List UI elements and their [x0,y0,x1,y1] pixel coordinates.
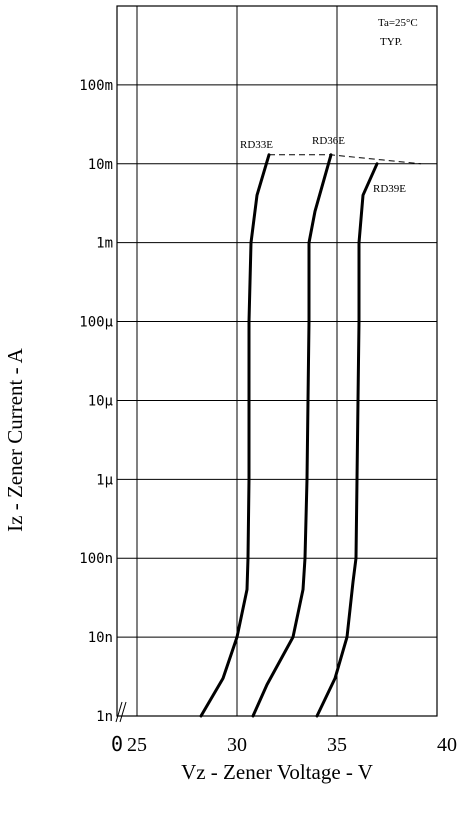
x-tick-labels: 25 30 35 40 0 [111,732,457,756]
x-tick-label: 25 [127,734,147,756]
series-line-rd33e [199,153,271,718]
series-labels: RD33E RD36E RD39E [240,135,406,195]
annotation-typ: TYP. [380,36,403,48]
grid-lines [117,6,437,716]
y-tick-labels: 1n 10n 100n 1μ 10μ 100μ 1m 10m 100m [79,78,113,725]
breakdown-dashed-line [269,154,422,165]
y-tick-label: 100n [79,551,113,567]
y-tick-label: 10n [88,630,113,646]
series-line-rd36e [251,153,333,718]
y-tick-label: 1m [96,236,113,252]
axis-break-mark [115,701,127,723]
plot-border [116,5,438,717]
y-tick-label: 1n [96,709,113,725]
x-axis-label: Vz - Zener Voltage - V [181,760,373,784]
series-label-rd36e: RD36E [312,135,345,147]
y-tick-label: 100μ [79,315,113,331]
y-axis-label: Iz - Zener Current - A [3,347,27,532]
series-label-rd39e: RD39E [373,183,406,195]
x-tick-label: 30 [227,734,247,756]
x-tick-label: 40 [437,734,457,756]
y-tick-label: 1μ [96,472,113,488]
y-tick-label: 10m [88,157,113,173]
curves [199,153,422,718]
x-tick-label: 35 [327,734,347,756]
y-tick-label: 100m [79,78,113,94]
series-label-rd33e: RD33E [240,139,273,151]
x-break-zero-label: 0 [111,732,123,756]
annotation-ta: Ta=25°C [378,17,418,29]
y-tick-label: 10μ [88,393,114,409]
series-line-rd39e [315,162,379,718]
